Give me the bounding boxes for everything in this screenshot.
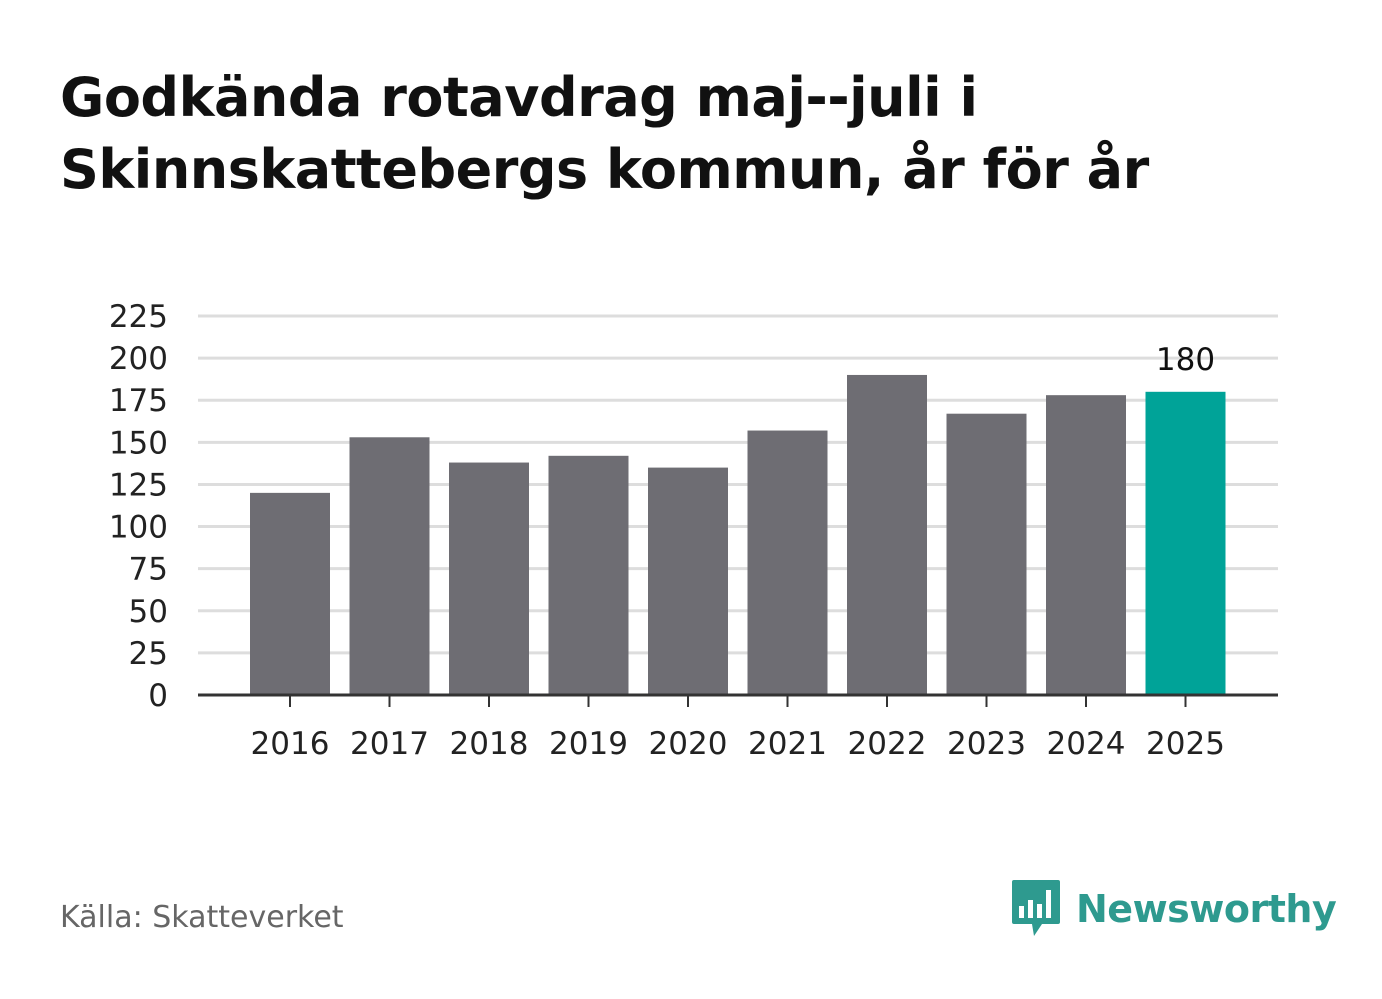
data-label: 180 [1156, 342, 1215, 378]
bar-2024 [1046, 395, 1126, 695]
bar-2018 [449, 462, 529, 695]
bar-2023 [946, 413, 1027, 695]
y-tick-label: 100 [109, 510, 168, 546]
y-tick-label: 200 [109, 341, 168, 377]
x-tick-label: 2019 [549, 726, 628, 762]
y-tick-label: 175 [109, 383, 168, 419]
y-tick-label: 0 [148, 678, 168, 714]
chart-title-line-1: Godkända rotavdrag maj--juli i [60, 66, 978, 129]
y-tick-label: 150 [109, 425, 168, 461]
y-tick-label: 25 [129, 636, 168, 672]
x-tick-label: 2025 [1146, 726, 1225, 762]
y-tick-label: 50 [129, 594, 168, 630]
chart-title-line-2: Skinnskattebergs kommun, år för år [60, 138, 1149, 201]
x-tick-label: 2023 [947, 726, 1026, 762]
y-tick-label: 125 [109, 467, 168, 503]
x-tick-label: 2020 [649, 726, 728, 762]
x-tick-label: 2017 [350, 726, 429, 762]
y-tick-label: 75 [129, 552, 168, 588]
newsworthy-logo-icon [1012, 880, 1060, 936]
x-tick-label: 2022 [848, 726, 927, 762]
x-tick-label: 2021 [748, 726, 827, 762]
x-tick-label: 2018 [450, 726, 529, 762]
bar-2016 [250, 492, 330, 695]
brand-name: Newsworthy [1076, 887, 1337, 931]
source-note: Källa: Skatteverket [60, 900, 344, 935]
bar-2020 [648, 467, 728, 695]
x-tick-label: 2016 [251, 726, 330, 762]
bar-2022 [847, 374, 927, 695]
y-tick-label: 225 [109, 299, 168, 335]
bar-2021 [747, 430, 828, 695]
bar-2019 [548, 455, 629, 695]
x-tick-label: 2024 [1047, 726, 1126, 762]
brand-logo: Newsworthy [1010, 878, 1337, 940]
bar-2017 [349, 437, 430, 695]
bar-2025 [1145, 391, 1226, 695]
chart-title: Godkända rotavdrag maj--juli i Skinnskat… [60, 62, 1320, 206]
